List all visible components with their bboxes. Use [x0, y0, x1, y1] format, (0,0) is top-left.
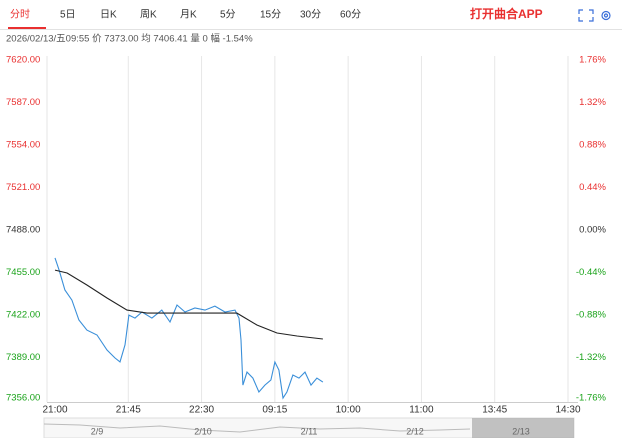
fullscreen-icon[interactable] [578, 9, 594, 22]
y-tick-label: 7620.00 [6, 55, 40, 66]
y2-tick-label: 1.76% [579, 55, 606, 66]
tab[interactable]: 15分 [260, 9, 281, 21]
navigator-sparkline [43, 423, 471, 433]
navigator-date: 2/12 [406, 426, 424, 436]
y2-tick-label: -1.76% [576, 393, 607, 404]
y-tick-label: 7389.00 [6, 352, 40, 363]
y2-tick-label: 0.00% [579, 225, 606, 236]
tab[interactable]: 分时 [10, 9, 30, 21]
x-tick-label: 21:45 [116, 405, 141, 416]
y-tick-label: 7356.00 [6, 393, 40, 404]
x-tick-label: 13:45 [482, 405, 507, 416]
x-tick-label: 10:00 [336, 405, 361, 416]
tab[interactable]: 60分 [340, 9, 361, 21]
price-line [54, 257, 324, 400]
y2-tick-label: -0.44% [576, 267, 607, 278]
navigator-window[interactable] [472, 418, 574, 438]
tab[interactable]: 5日 [60, 10, 76, 21]
open-app-link[interactable]: 打开曲合APP [470, 6, 543, 21]
y-tick-label: 7422.00 [6, 310, 40, 321]
navigator-date: 2/10 [194, 426, 212, 436]
navigator-date: 2/9 [91, 426, 104, 436]
x-tick-label: 14:30 [555, 405, 580, 416]
navigator-date: 2/11 [301, 426, 318, 436]
y-tick-label: 7488.00 [6, 225, 40, 236]
y2-tick-label: -1.32% [576, 352, 607, 363]
average-line [54, 269, 323, 340]
x-tick-label: 09:15 [262, 405, 287, 416]
x-tick-label: 11:00 [409, 405, 434, 416]
tab[interactable]: 5分 [220, 9, 236, 21]
y-tick-label: 7554.00 [6, 140, 40, 151]
quote-info: 2026/02/13/五09:55 价 7373.00 均 7406.41 量 … [6, 33, 253, 45]
tab[interactable]: 30分 [300, 9, 321, 21]
y2-tick-label: -0.88% [576, 310, 607, 321]
y2-tick-label: 0.88% [579, 140, 606, 151]
tab[interactable]: 周K [140, 9, 157, 21]
y-tick-label: 7587.00 [6, 97, 40, 108]
settings-icon[interactable] [601, 10, 611, 21]
y2-tick-label: 1.32% [579, 97, 606, 108]
y-tick-label: 7455.00 [6, 267, 40, 278]
y-tick-label: 7521.00 [6, 182, 40, 193]
x-tick-label: 21:00 [42, 405, 67, 416]
tab[interactable]: 月K [180, 9, 197, 21]
navigator-date: 2/13 [512, 426, 530, 436]
x-tick-label: 22:30 [189, 405, 214, 416]
y2-tick-label: 0.44% [579, 182, 606, 193]
tab[interactable]: 日K [100, 10, 117, 21]
